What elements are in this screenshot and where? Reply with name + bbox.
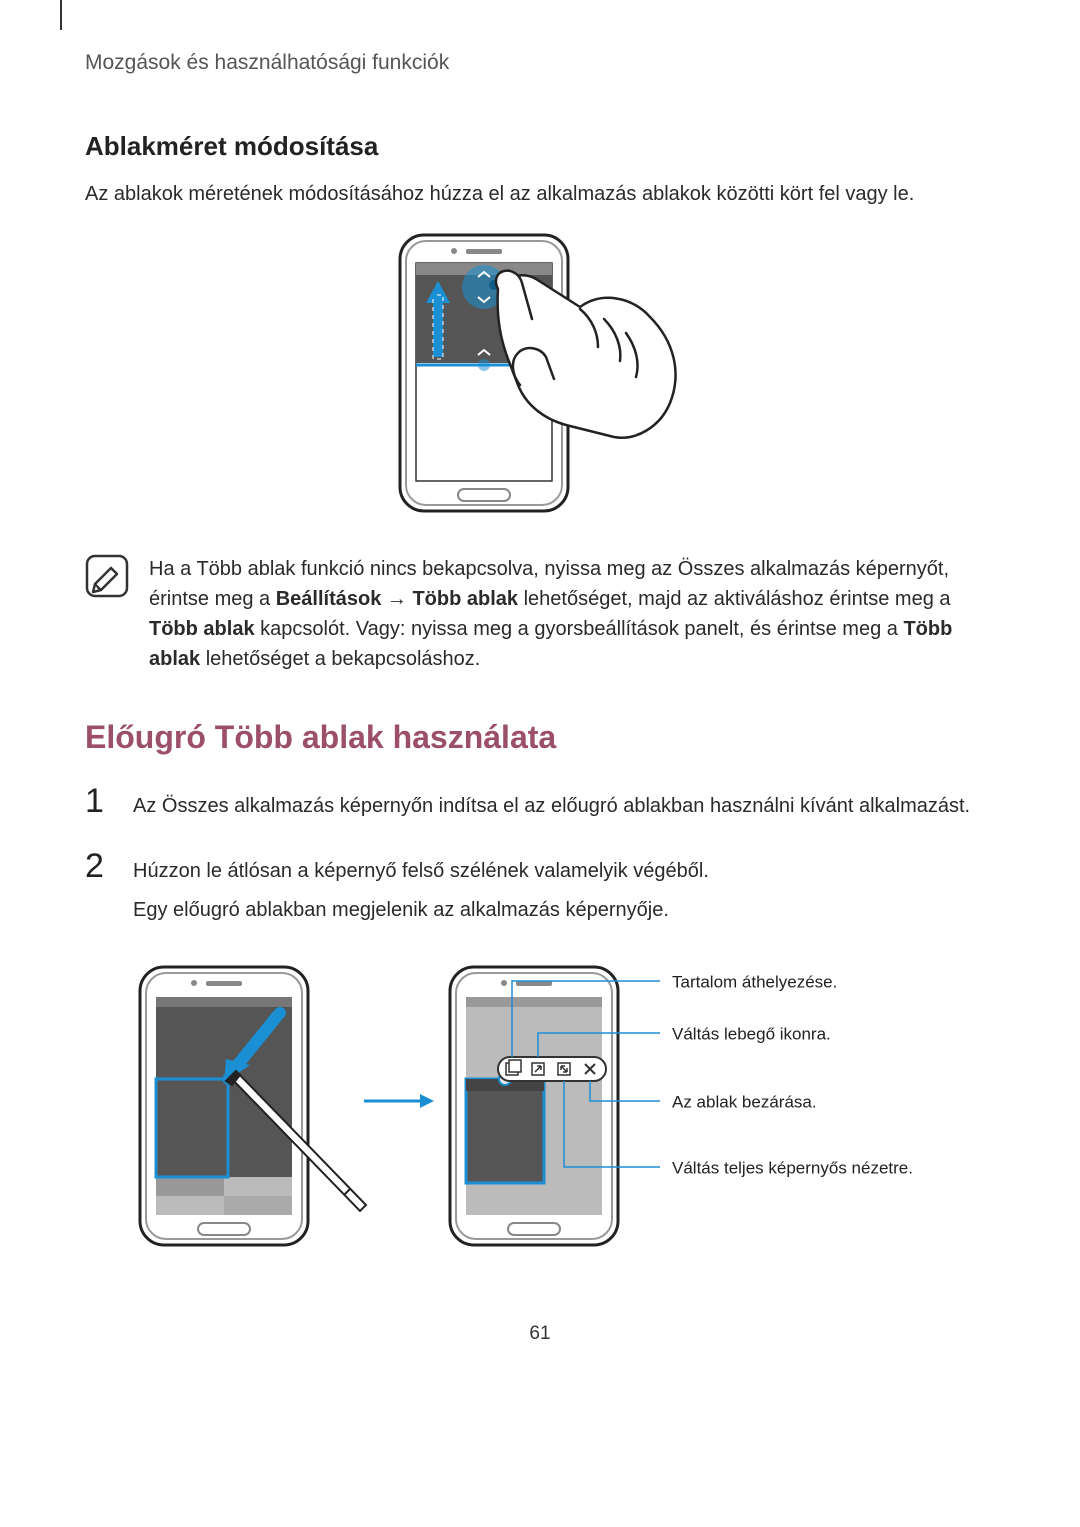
note-arrow: → xyxy=(381,588,412,610)
step-1: 1 Az Összes alkalmazás képernyőn indítsa… xyxy=(85,784,995,831)
step-number: 1 xyxy=(85,784,113,818)
figure-resize-window xyxy=(85,227,995,526)
note-icon xyxy=(85,554,129,674)
section-heading: Előugró Több ablak használata xyxy=(85,714,995,760)
callout-close-window: Az ablak bezárása. xyxy=(672,1093,817,1112)
note-text: Ha a Több ablak funkció nincs bekapcsolv… xyxy=(149,554,995,674)
step-text: Egy előugró ablakban megjelenik az alkal… xyxy=(133,896,995,925)
page-number: 61 xyxy=(85,1320,995,1348)
note-block: Ha a Több ablak funkció nincs bekapcsolv… xyxy=(85,554,995,674)
figure-popup-window: Tartalom áthelyezése. Váltás lebegő ikon… xyxy=(85,961,995,1260)
step-number: 2 xyxy=(85,849,113,883)
callout-float-icon: Váltás lebegő ikonra. xyxy=(672,1025,831,1044)
subsection-heading: Ablakméret módosítása xyxy=(85,128,995,166)
note-fragment: kapcsolót. Vagy: nyissa meg a gyorsbeáll… xyxy=(255,618,904,640)
note-fragment: lehetőséget a bekapcsoláshoz. xyxy=(200,648,480,670)
note-bold: Több ablak xyxy=(412,588,518,610)
callout-move-content: Tartalom áthelyezése. xyxy=(672,973,837,992)
step-2: 2 Húzzon le átlósan a képernyő felső szé… xyxy=(85,849,995,935)
breadcrumb: Mozgások és használhatósági funkciók xyxy=(85,48,995,78)
step-text: Húzzon le átlósan a képernyő felső szélé… xyxy=(133,857,995,886)
callout-fullscreen: Váltás teljes képernyős nézetre. xyxy=(672,1159,913,1178)
subsection-body: Az ablakok méretének módosításához húzza… xyxy=(85,180,995,209)
note-bold: Több ablak xyxy=(149,618,255,640)
step-text: Az Összes alkalmazás képernyőn indítsa e… xyxy=(133,792,995,821)
note-fragment: lehetőséget, majd az aktiváláshoz érints… xyxy=(518,588,950,610)
note-bold: Beállítások xyxy=(276,588,382,610)
